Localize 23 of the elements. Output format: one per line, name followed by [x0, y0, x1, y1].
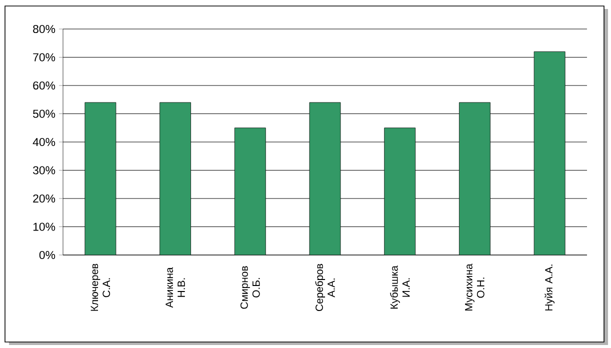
- y-tick-label: 50%: [33, 110, 56, 118]
- bar: [534, 51, 566, 255]
- x-tick-label: Серебров А.А.: [315, 264, 335, 312]
- y-tick-label: 10%: [33, 222, 56, 231]
- y-tick-label: 60%: [33, 81, 56, 90]
- x-tick-label: Кубышка И.А.: [390, 266, 410, 309]
- bar: [160, 102, 191, 255]
- x-tick-label: Смирнов О.Б.: [240, 266, 260, 309]
- x-tick-label: Ключерев С.А.: [90, 264, 110, 311]
- x-tick-label: Нуйя А.А.: [544, 264, 555, 310]
- y-tick-label: 80%: [33, 24, 56, 34]
- y-tick-label: 70%: [33, 53, 56, 62]
- y-tick-label: 20%: [33, 194, 56, 203]
- y-tick-label: 30%: [33, 166, 56, 174]
- y-tick-label: 40%: [32, 138, 56, 146]
- bar: [459, 102, 490, 255]
- bar: [84, 102, 116, 255]
- x-tick-label: Мусихина О.Н.: [465, 264, 484, 310]
- y-tick-label: 0%: [39, 250, 56, 260]
- bar: [234, 128, 266, 255]
- bar: [309, 102, 341, 255]
- bar: [384, 128, 416, 255]
- x-tick-label: Аникина Н.В.: [166, 267, 185, 308]
